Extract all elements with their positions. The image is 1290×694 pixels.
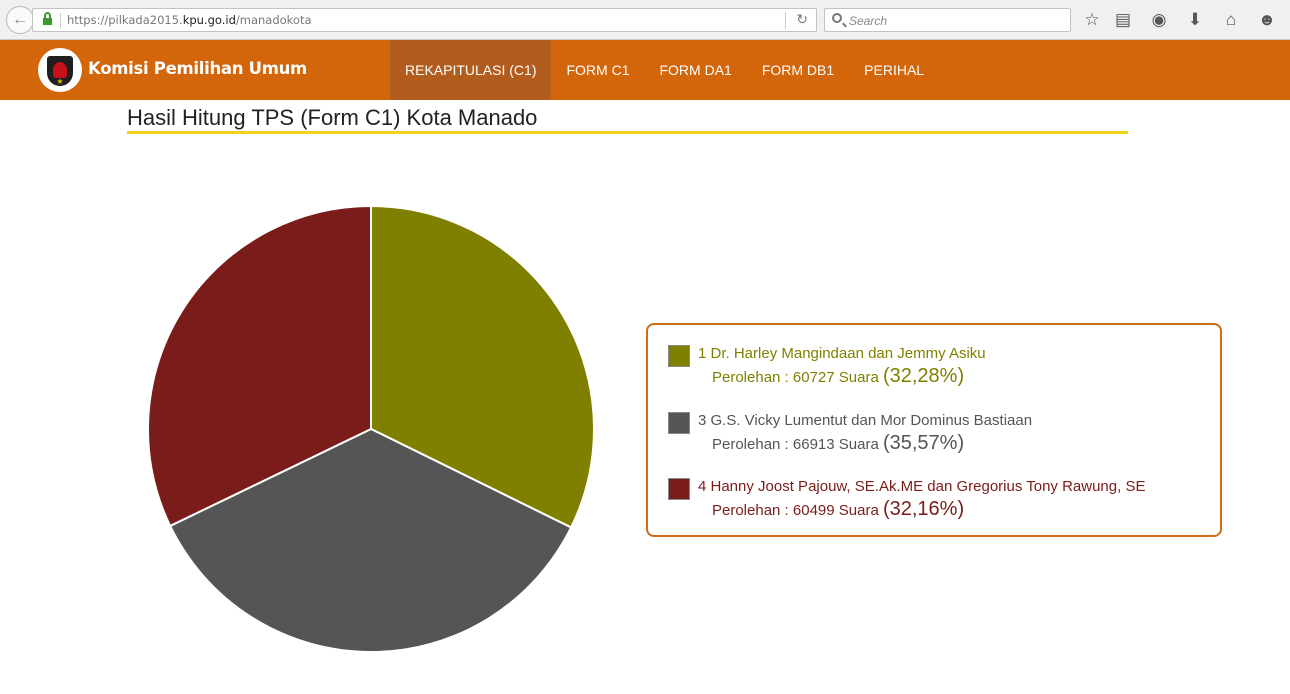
search-icon <box>832 13 842 23</box>
legend-swatch <box>668 478 690 500</box>
legend-number: 4 <box>698 478 707 495</box>
chart-legend: 1 Dr. Harley Mangindaan dan Jemmy Asiku P… <box>646 323 1222 537</box>
smiley-icon[interactable]: ☻ <box>1258 10 1276 29</box>
legend-percent: (32,16%) <box>882 498 965 520</box>
site-logo-text[interactable]: Komisi Pemilihan Umum <box>88 59 307 78</box>
nav-item-rekapitulasi-c1[interactable]: REKAPITULASI (C1) <box>390 40 552 100</box>
legend-percent: (32,28%) <box>882 365 965 387</box>
bookmark-star-icon[interactable]: ☆ <box>1084 10 1100 29</box>
legend-votes-text: Perolehan : 60499 Suara <box>712 502 883 519</box>
vote-pie-chart <box>147 204 595 653</box>
url-separator <box>60 13 61 28</box>
pie-slice-3[interactable] <box>147 204 372 528</box>
browser-toolbar: ← https://pilkada2015.kpu.go.id/manadoko… <box>0 0 1290 40</box>
legend-swatch <box>668 345 690 367</box>
url-divider <box>785 12 786 29</box>
lock-icon <box>43 12 52 26</box>
legend-item: 4 Hanny Joost Pajouw, SE.Ak.ME dan Grego… <box>668 478 1208 522</box>
legend-votes: Perolehan : 60499 Suara (32,16%) <box>712 498 964 521</box>
legend-swatch <box>668 412 690 434</box>
legend-percent: (35,57%) <box>882 432 965 454</box>
back-arrow-icon[interactable]: ← <box>6 6 34 34</box>
legend-candidate: 1 Dr. Harley Mangindaan dan Jemmy Asiku <box>698 345 986 362</box>
main-nav: REKAPITULASI (C1) FORM C1 FORM DA1 FORM DB1… <box>390 40 939 100</box>
legend-votes: Perolehan : 60727 Suara (32,28%) <box>712 365 964 388</box>
page-title: Hasil Hitung TPS (Form C1) Kota Manado <box>127 104 1128 134</box>
search-input[interactable]: Search <box>824 8 1071 32</box>
legend-candidate-name: Hanny Joost Pajouw, SE.Ak.ME dan Gregori… <box>706 478 1146 495</box>
download-icon[interactable]: ⬇ <box>1187 10 1203 29</box>
legend-candidate: 4 Hanny Joost Pajouw, SE.Ak.ME dan Grego… <box>698 478 1145 495</box>
search-placeholder: Search <box>849 14 888 28</box>
pie-slice-2[interactable] <box>168 427 573 653</box>
site-header: ★ Komisi Pemilihan Umum REKAPITULASI (C1… <box>0 40 1290 100</box>
reload-icon[interactable]: ↻ <box>796 11 808 27</box>
nav-item-form-db1[interactable]: FORM DB1 <box>761 62 835 78</box>
legend-votes-text: Perolehan : 66913 Suara <box>712 436 883 453</box>
legend-candidate-name: G.S. Vicky Lumentut dan Mor Dominus Bast… <box>706 412 1033 429</box>
legend-candidate: 3 G.S. Vicky Lumentut dan Mor Dominus Ba… <box>698 412 1032 429</box>
pie-slice-1[interactable] <box>370 204 595 529</box>
nav-item-perihal[interactable]: PERIHAL <box>864 62 925 78</box>
legend-item: 3 G.S. Vicky Lumentut dan Mor Dominus Ba… <box>668 412 1208 456</box>
address-bar[interactable]: https://pilkada2015.kpu.go.id/manadokota… <box>32 8 817 32</box>
url-text[interactable]: https://pilkada2015.kpu.go.id/manadokota <box>67 13 312 27</box>
nav-item-form-c1[interactable]: FORM C1 <box>566 62 630 78</box>
home-icon[interactable]: ⌂ <box>1225 10 1237 29</box>
legend-number: 1 <box>698 345 707 362</box>
legend-candidate-name: Dr. Harley Mangindaan dan Jemmy Asiku <box>706 345 986 362</box>
legend-votes-text: Perolehan : 60727 Suara <box>712 369 883 386</box>
legend-votes: Perolehan : 66913 Suara (35,57%) <box>712 432 964 455</box>
nav-item-form-da1[interactable]: FORM DA1 <box>659 62 732 78</box>
legend-number: 3 <box>698 412 707 429</box>
pocket-icon[interactable]: ◉ <box>1151 10 1167 29</box>
reading-list-icon[interactable]: ▤ <box>1114 10 1132 29</box>
kpu-logo[interactable]: ★ <box>38 48 82 92</box>
legend-item: 1 Dr. Harley Mangindaan dan Jemmy Asiku P… <box>668 345 1208 389</box>
